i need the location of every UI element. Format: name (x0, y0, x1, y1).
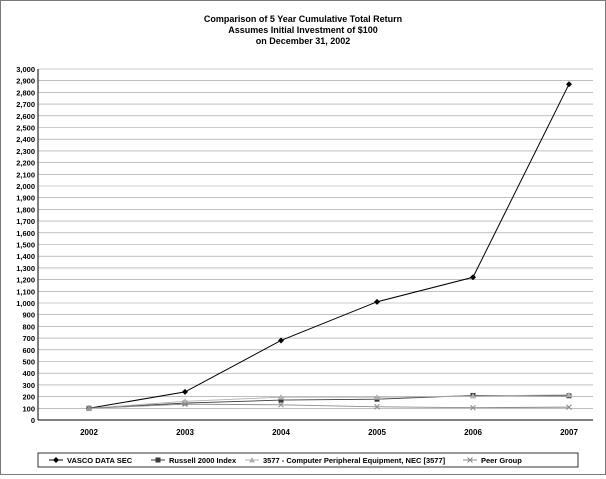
y-tick-labels: 0 100 200 300 400 500 600 700 800 900 1,000 1,100 1,… (16, 65, 35, 425)
legend-entry-3: 3577 - Computer Peripheral Equipment, NE… (245, 456, 446, 465)
y-tick-label: 2,200 (16, 159, 35, 168)
y-tick-label: 1,100 (16, 287, 35, 296)
legend-label: VASCO DATA SEC (67, 456, 133, 465)
y-tick-label: 2,900 (16, 77, 35, 86)
legend-label: Russell 2000 Index (169, 456, 237, 465)
title-line-2: Assumes Initial Investment of $100 (228, 25, 378, 35)
y-tick-label: 2,100 (16, 170, 35, 179)
x-tick-label: 2006 (464, 428, 482, 437)
data-point (374, 403, 380, 410)
axes (37, 69, 593, 421)
chart-title: Comparison of 5 Year Cumulative Total Re… (204, 14, 402, 46)
title-line-1: Comparison of 5 Year Cumulative Total Re… (204, 14, 402, 24)
data-point (278, 337, 284, 344)
y-tick-label: 200 (22, 393, 35, 402)
y-tick-label: 1,900 (16, 194, 35, 203)
data-point (374, 298, 380, 305)
legend-label: 3577 - Computer Peripheral Equipment, NE… (263, 456, 446, 465)
y-tick-label: 2,500 (16, 124, 35, 133)
y-tick-label: 3,000 (16, 65, 35, 74)
y-tick-label: 700 (22, 334, 35, 343)
y-tick-label: 1,400 (16, 252, 35, 261)
data-point (470, 404, 476, 411)
y-tick-label: 2,300 (16, 147, 35, 156)
y-tick-label: 900 (22, 311, 35, 320)
y-tick-label: 1,300 (16, 264, 35, 273)
legend-entry-4: Peer Group (463, 456, 522, 465)
y-tick-label: 2,000 (16, 182, 35, 191)
y-tick-label: 400 (22, 369, 35, 378)
series-line (88, 83, 570, 409)
x-tick-label: 2004 (272, 428, 290, 437)
x-tick-label: 2002 (80, 428, 98, 437)
data-point (470, 274, 476, 281)
y-tick-label: 1,700 (16, 217, 35, 226)
y-tick-label: 300 (22, 381, 35, 390)
data-point (374, 394, 380, 400)
legend-entry-2: Russell 2000 Index (151, 456, 237, 465)
y-tick-label: 2,600 (16, 112, 35, 121)
x-tick-label: 2007 (560, 428, 578, 437)
legend-label: Peer Group (481, 456, 522, 465)
data-point (566, 404, 572, 410)
legend-swatch-marker (53, 457, 59, 463)
x-tick-label: 2003 (176, 428, 194, 437)
legend-entry-1: VASCO DATA SEC (49, 456, 133, 465)
data-point (182, 401, 188, 408)
data-point (566, 81, 572, 88)
y-tick-label: 100 (22, 404, 35, 413)
x-tick-labels: 2002 2003 2004 2005 2006 2007 (80, 428, 578, 437)
y-tick-label: 500 (22, 358, 35, 367)
y-tick-label: 1,200 (16, 276, 35, 285)
legend-swatch-marker (249, 457, 255, 463)
legend-swatch-marker (155, 457, 161, 463)
data-point (182, 388, 188, 395)
data-point (278, 394, 284, 400)
legend: VASCO DATA SEC Russell 2000 Index 3577 - C… (37, 452, 579, 468)
series-line (88, 394, 570, 409)
y-tick-label: 1,500 (16, 241, 35, 250)
data-point (470, 393, 476, 399)
data-point (278, 397, 284, 403)
series-4 (86, 401, 572, 412)
y-tick-label: 1,000 (16, 299, 35, 308)
y-tick-label: 0 (31, 416, 35, 425)
series-lines (86, 81, 572, 412)
y-tick-label: 2,700 (16, 100, 35, 109)
y-tick-label: 800 (22, 322, 35, 331)
y-tick-label: 1,800 (16, 205, 35, 214)
title-line-3: on December 31, 2002 (256, 36, 351, 46)
gridlines (38, 68, 593, 421)
data-point (86, 405, 92, 412)
series-line (88, 403, 570, 409)
data-point (278, 401, 284, 408)
y-tick-label: 2,800 (16, 88, 35, 97)
legend-swatch-marker (467, 457, 473, 463)
x-tick-label: 2005 (368, 428, 386, 437)
legend-box (37, 452, 579, 468)
data-point (566, 391, 572, 398)
y-tick-label: 1,600 (16, 229, 35, 238)
y-tick-label: 2,400 (16, 135, 35, 144)
series-1 (86, 81, 572, 412)
y-tick-label: 600 (22, 346, 35, 355)
